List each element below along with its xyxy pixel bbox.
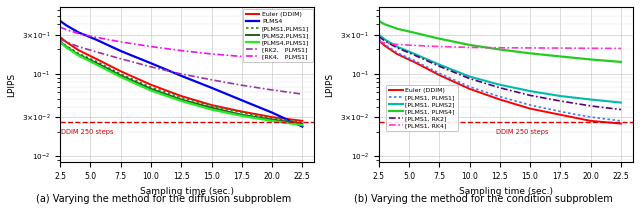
- X-axis label: Sampling time (sec.): Sampling time (sec.): [140, 187, 234, 196]
- Text: DDIM 250 steps: DDIM 250 steps: [61, 129, 114, 135]
- Legend: Euler (DDIM), PLMS4, [PLMS1,PLMS1], [PLMS2,PLMS1], [PLMS4,PLMS1], [RK2,   PLMS1]: Euler (DDIM), PLMS4, [PLMS1,PLMS1], [PLM…: [243, 9, 312, 62]
- Text: (a) Varying the method for the diffusion subproblem: (a) Varying the method for the diffusion…: [36, 194, 291, 204]
- Y-axis label: LPIPS: LPIPS: [7, 73, 16, 97]
- Text: (b) Varying the method for the condition subproblem: (b) Varying the method for the condition…: [354, 194, 612, 204]
- Y-axis label: LPIPS: LPIPS: [326, 73, 335, 97]
- X-axis label: Sampling time (sec.): Sampling time (sec.): [459, 187, 553, 196]
- Legend: Euler (DDIM), [PLMS1, PLMS1], [PLMS1, PLMS2], [PLMS1, PLMS4], [PLMS1, RK2], [PLM: Euler (DDIM), [PLMS1, PLMS1], [PLMS1, PL…: [386, 85, 458, 131]
- Text: DDIM 250 steps: DDIM 250 steps: [496, 129, 548, 135]
